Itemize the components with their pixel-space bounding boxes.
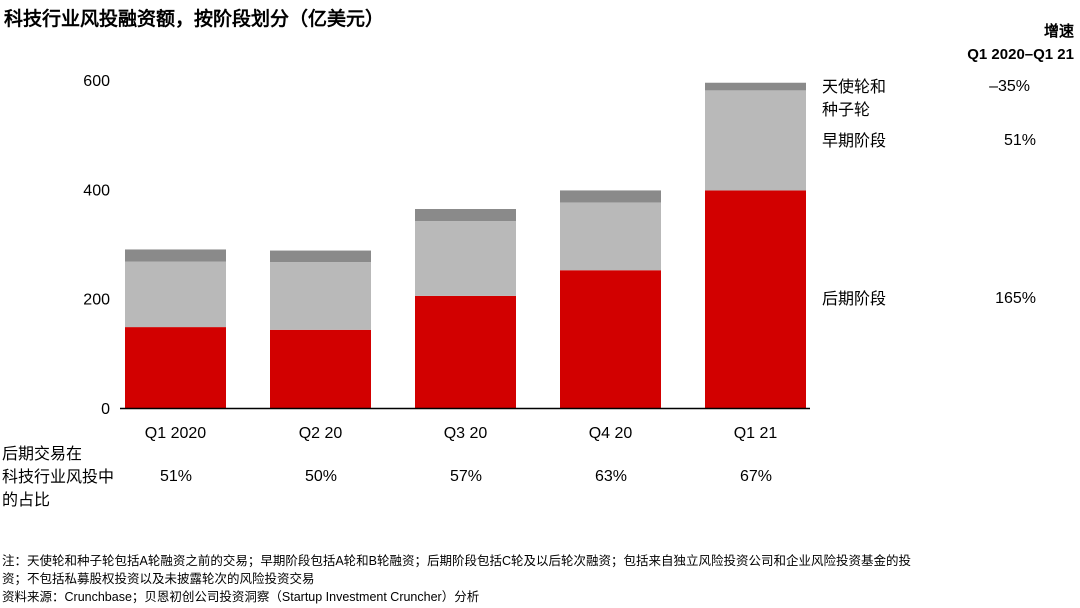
growth-value-late: 165% [956, 290, 1036, 308]
bar-segment-early [270, 262, 371, 330]
bar-segment-seed [270, 251, 371, 262]
bar-segment-seed [560, 190, 661, 202]
footnote-line-1: 注：天使轮和种子轮包括A轮融资之前的交易；早期阶段包括A轮和B轮融资；后期阶段包… [2, 552, 911, 570]
bar-segment-seed [705, 83, 806, 91]
bar-segment-late [270, 330, 371, 408]
growth-value-seed: –35% [950, 78, 1030, 96]
late-share-value: 51% [136, 468, 216, 486]
bar-segment-seed [415, 209, 516, 221]
bar-segment-early [415, 221, 516, 296]
late-share-value: 57% [426, 468, 506, 486]
growth-value-early: 51% [956, 132, 1036, 150]
bar-segment-seed [125, 249, 226, 261]
bar-segment-late [560, 270, 661, 408]
x-category-label: Q1 2020 [145, 425, 206, 442]
segment-label-early: 早期阶段 [822, 130, 886, 153]
footnote-line-2: 资；不包括私募股权投资以及未披露轮次的风险投资交易 [2, 570, 315, 588]
y-tick-label: 400 [83, 182, 110, 199]
bar-segment-early [705, 90, 806, 190]
y-tick-label: 0 [101, 401, 110, 418]
source-note: 资料来源：Crunchbase；贝恩初创公司投资洞察（Startup Inves… [2, 588, 479, 606]
x-category-label: Q2 20 [299, 425, 343, 442]
late-share-value: 67% [716, 468, 796, 486]
bar-segment-early [125, 261, 226, 327]
bar-segment-early [560, 202, 661, 270]
y-tick-label: 200 [83, 292, 110, 309]
y-tick-label: 600 [83, 73, 110, 90]
bar-segment-late [415, 296, 516, 408]
x-category-label: Q3 20 [444, 425, 488, 442]
late-share-label: 后期交易在 科技行业风投中 的占比 [2, 443, 114, 512]
bar-segment-late [125, 327, 226, 408]
late-share-value: 50% [281, 468, 361, 486]
late-share-value: 63% [571, 468, 651, 486]
x-category-label: Q1 21 [734, 425, 778, 442]
x-category-label: Q4 20 [589, 425, 633, 442]
bar-segment-late [705, 190, 806, 408]
segment-label-seed: 天使轮和 种子轮 [822, 76, 886, 122]
segment-label-late: 后期阶段 [822, 288, 886, 311]
